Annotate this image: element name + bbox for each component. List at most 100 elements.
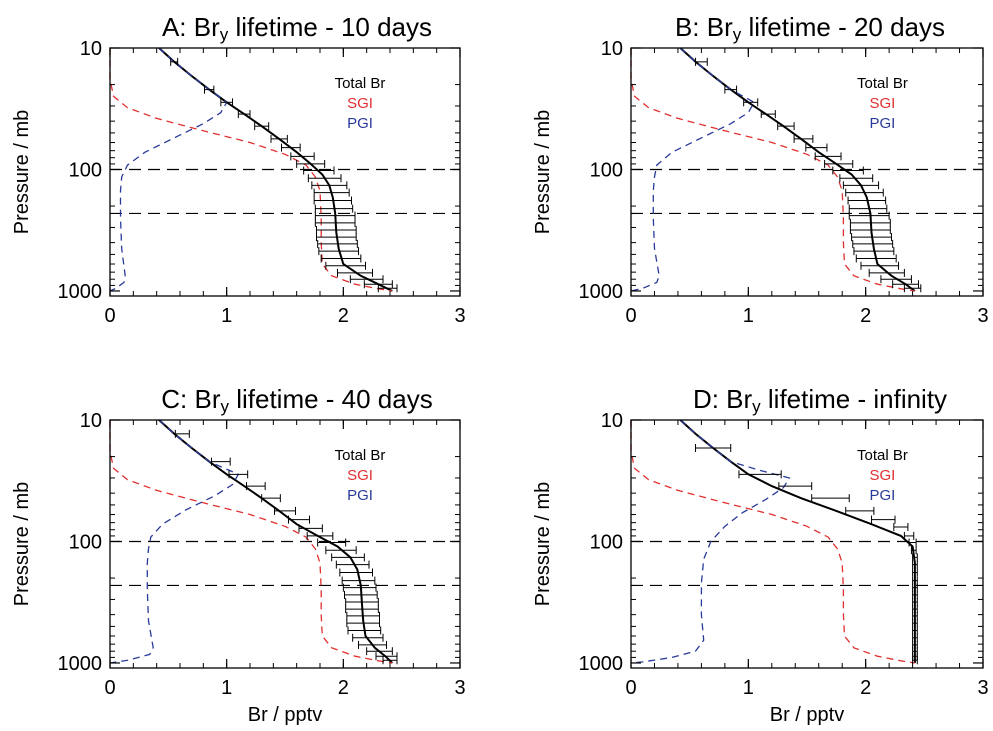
y-tick-label: 1000 [58,281,103,303]
x-tick-label: 2 [860,677,871,699]
legend-entry: Total Br [857,447,908,464]
error-bar [912,553,918,562]
error-bar [313,188,350,197]
y-axis-label: Pressure / mb [532,110,554,234]
error-bar [341,576,376,585]
error-bar [845,506,875,515]
error-bar [793,134,814,143]
error-bar [738,470,782,479]
error-bar [903,531,915,540]
legend-entry: PGI [870,115,896,132]
error-bar [842,181,880,190]
chart-title: D: Bry lifetime - infinity [693,384,947,416]
x-axis-label: Br / pptv [248,704,322,726]
error-bar [325,261,366,270]
plot-frame [630,47,984,297]
error-bar [339,568,373,577]
legend-entry: SGI [347,95,373,112]
error-bar [847,196,887,205]
error-bar [743,98,759,107]
error-bar [912,576,918,585]
legend-entry: Total Br [335,75,386,92]
error-bar [695,57,708,66]
error-bar [912,633,918,642]
legend-entry: Total Br [857,75,908,92]
title-prefix: C: Br [161,384,221,414]
y-tick-label: 10 [80,38,102,60]
error-bar [320,254,362,263]
title-suffix: lifetime - 40 days [229,384,433,414]
y-tick-label: 10 [80,410,102,432]
error-bar [345,598,379,607]
error-bar [311,181,348,190]
error-bar [375,652,398,661]
error-bar [270,134,288,143]
series-line [630,47,756,292]
error-bar [839,174,874,183]
title-suffix: lifetime - 10 days [228,12,432,42]
error-bar [851,233,892,242]
y-tick-label: 1000 [579,281,624,303]
y-tick-label: 1000 [579,653,624,675]
error-bar [777,122,795,131]
legend-entry: SGI [347,467,373,484]
error-bar [848,211,890,220]
y-tick-label: 10 [601,38,623,60]
error-bar [254,122,270,131]
error-bar [345,605,379,614]
error-bar [893,523,909,532]
error-bar [824,159,854,168]
x-tick-label: 0 [104,677,115,699]
title-subscript: y [733,25,742,44]
error-bar [892,280,919,289]
error-bar [349,275,384,284]
series-line [630,419,791,664]
chart-title: B: Bry lifetime - 20 days [675,12,945,44]
series-line [109,419,240,664]
error-bar [325,546,357,555]
error-bar [910,546,917,555]
legend-entry: Total Br [335,447,386,464]
error-bar [246,482,266,491]
legend-entry: SGI [870,467,896,484]
error-bar [174,429,190,438]
error-bar [344,590,378,599]
error-bar [912,583,918,592]
error-bar [331,553,365,562]
error-bar [880,275,912,284]
series-line [630,48,916,292]
error-bar [912,590,918,599]
x-tick-label: 2 [860,305,871,327]
x-tick-label: 1 [743,305,754,327]
error-bar [382,656,398,665]
error-bar [274,506,296,515]
error-bar [211,457,231,466]
error-bar [170,57,179,66]
series-line [109,47,228,292]
error-bar [912,568,918,577]
title-prefix: B: Br [675,12,733,42]
y-axis-label: Pressure / mb [11,482,33,606]
legend-entry: PGI [347,487,373,504]
y-tick-label: 1000 [58,653,103,675]
x-tick-label: 3 [977,677,988,699]
error-bar [848,204,888,213]
plot-frame [109,47,461,297]
error-bar [290,152,315,161]
error-bar [912,611,918,620]
error-bar [845,188,884,197]
series-line [679,47,916,292]
legend-entry: PGI [347,115,373,132]
series-line [630,420,916,664]
title-prefix: D: Br [693,384,753,414]
series-line [158,419,393,664]
error-bar [760,110,776,119]
y-axis-label: Pressure / mb [532,482,554,606]
y-tick-label: 100 [590,531,623,553]
error-bar [298,524,323,533]
error-bar [335,560,370,569]
plot-frame [109,419,461,669]
error-bar [855,254,897,263]
title-prefix: A: Br [162,12,220,42]
error-bar [204,85,215,94]
